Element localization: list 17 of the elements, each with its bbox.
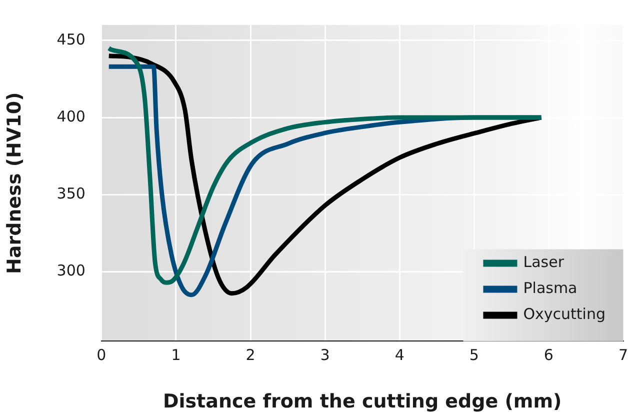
legend-label: Plasma <box>523 279 578 298</box>
x-tick-label: 1 <box>171 346 181 364</box>
y-tick-label: 350 <box>56 184 86 203</box>
x-tick-label: 5 <box>469 346 479 364</box>
x-tick-label: 2 <box>246 346 256 364</box>
legend-label: Oxycutting <box>523 305 606 324</box>
x-tick-label: 7 <box>618 346 628 364</box>
x-tick-label: 0 <box>96 346 106 364</box>
x-tick-label: 4 <box>394 346 404 364</box>
y-tick-label: 300 <box>56 262 86 280</box>
y-tick-label: 400 <box>56 107 86 126</box>
legend-label: Laser <box>523 253 565 272</box>
x-axis-title: Distance from the cutting edge (mm) <box>162 390 562 413</box>
y-axis-title: Hardness (HV10) <box>3 92 26 274</box>
y-tick-label: 450 <box>56 30 86 48</box>
x-tick-label: 3 <box>320 346 330 364</box>
x-tick-label: 6 <box>544 346 554 364</box>
